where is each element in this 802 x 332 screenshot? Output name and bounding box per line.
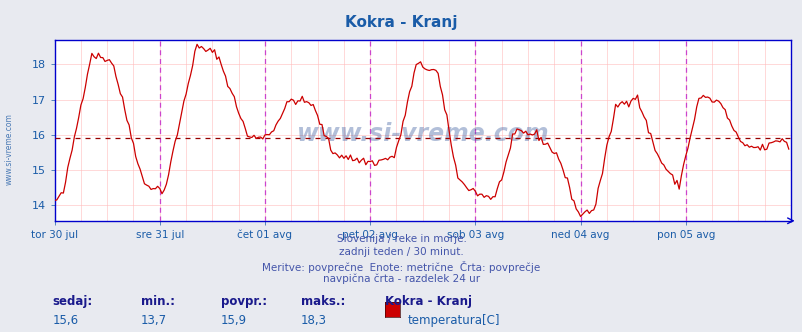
Text: Kokra - Kranj: Kokra - Kranj xyxy=(345,15,457,30)
Text: Meritve: povprečne  Enote: metrične  Črta: povprečje: Meritve: povprečne Enote: metrične Črta:… xyxy=(262,261,540,273)
Text: temperatura[C]: temperatura[C] xyxy=(407,314,500,327)
Text: navpična črta - razdelek 24 ur: navpična črta - razdelek 24 ur xyxy=(322,274,480,285)
Text: 13,7: 13,7 xyxy=(140,314,167,327)
Text: 15,9: 15,9 xyxy=(221,314,247,327)
Text: Slovenija / reke in morje.: Slovenija / reke in morje. xyxy=(336,234,466,244)
Text: 18,3: 18,3 xyxy=(301,314,326,327)
Text: zadnji teden / 30 minut.: zadnji teden / 30 minut. xyxy=(338,247,464,257)
Text: 15,6: 15,6 xyxy=(52,314,79,327)
Text: www.si-vreme.com: www.si-vreme.com xyxy=(296,122,549,146)
Text: maks.:: maks.: xyxy=(301,295,345,308)
Text: www.si-vreme.com: www.si-vreme.com xyxy=(5,114,14,185)
Text: sedaj:: sedaj: xyxy=(52,295,92,308)
Text: povpr.:: povpr.: xyxy=(221,295,266,308)
Text: Kokra - Kranj: Kokra - Kranj xyxy=(385,295,472,308)
Text: min.:: min.: xyxy=(140,295,174,308)
